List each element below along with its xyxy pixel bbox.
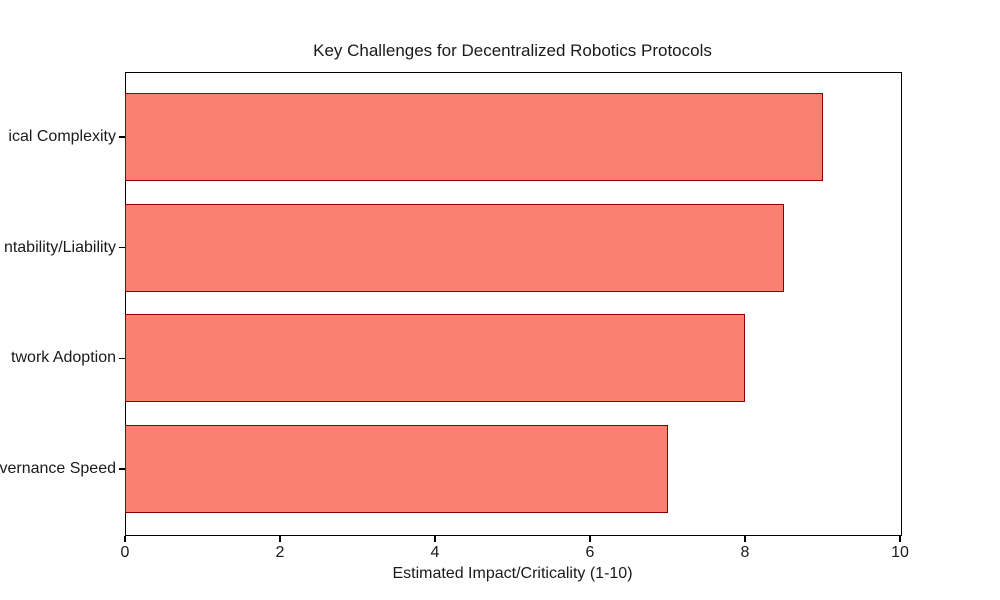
x-tick-label: 10 [891,544,909,561]
x-tick-label: 4 [430,544,440,561]
y-tick-label: twork Adoption [11,349,116,367]
y-tick-label: ical Complexity [8,128,116,146]
y-tick-mark [119,468,125,470]
bar-1 [125,203,784,292]
x-tick-mark [124,535,126,542]
x-tick-label: 0 [120,544,130,561]
y-tick-label: ntability/Liability [3,238,116,256]
y-tick-mark [119,246,125,249]
x-tick-mark [899,535,901,542]
y-tick-label: vernance Speed [0,459,116,477]
bar-2 [125,314,745,403]
x-tick-label: 6 [585,544,595,561]
y-tick-mark [119,357,125,359]
x-axis-label: Estimated Impact/Criticality (1-10) [392,565,633,582]
x-tick-label: 2 [275,544,285,561]
x-tick-mark [434,535,436,542]
y-tick-mark [119,136,125,138]
x-tick-mark [589,535,591,542]
x-tick-mark [744,535,746,542]
x-tick-mark [279,535,281,542]
bar-0 [125,93,823,182]
bar-3 [125,424,668,513]
chart-title: Key Challenges for Decentralized Robotic… [313,41,712,60]
x-tick-label: 8 [740,544,750,561]
